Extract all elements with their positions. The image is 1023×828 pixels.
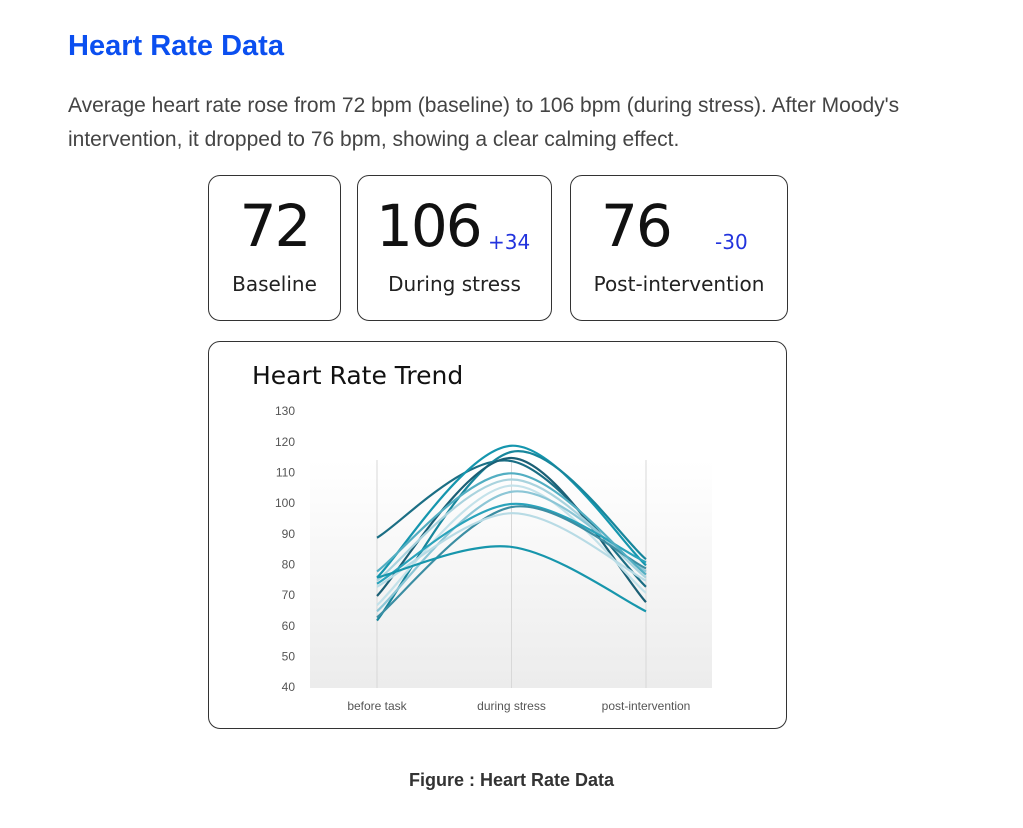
x-tick-label: before task xyxy=(347,699,407,713)
y-tick-label: 50 xyxy=(281,649,295,663)
heading: Heart Rate Data xyxy=(68,30,284,62)
stat-card: 106 +34 During stress xyxy=(357,175,552,321)
chart: Heart Rate Trend 40 50 60 70 80 90 100 110 120 13… xyxy=(252,361,712,713)
stat-delta: -30 xyxy=(715,230,748,254)
stat-delta: +34 xyxy=(488,230,531,254)
y-tick-label: 110 xyxy=(275,465,294,479)
stat-value: 72 xyxy=(239,192,312,260)
y-tick-label: 70 xyxy=(281,588,295,602)
series-line xyxy=(375,449,647,621)
series-line xyxy=(375,489,647,612)
x-tick-label: post-intervention xyxy=(601,699,690,713)
description: Average heart rate rose from 72 bpm (bas… xyxy=(68,94,900,151)
y-tick-label: 90 xyxy=(281,526,295,540)
chart-card: Heart Rate Trend 40 50 60 70 80 90 100 110 120 13… xyxy=(208,341,787,729)
series-line xyxy=(375,444,647,578)
series-line xyxy=(376,544,646,612)
stat-value: 106 xyxy=(376,192,483,260)
series-line xyxy=(375,458,647,588)
stat-card: 76 -30 Post-intervention xyxy=(570,175,788,321)
stat-label: Baseline xyxy=(232,272,317,296)
chart-title: Heart Rate Trend xyxy=(252,361,463,390)
y-tick-label: 40 xyxy=(281,680,295,694)
stat-label: Post-intervention xyxy=(593,272,765,296)
y-tick-label: 100 xyxy=(274,496,294,510)
series-line xyxy=(375,504,646,618)
x-tick-label: during stress xyxy=(477,699,546,713)
stat-label: During stress xyxy=(388,272,521,296)
y-tick-label: 80 xyxy=(281,557,295,571)
y-tick-label: 60 xyxy=(281,618,295,632)
series-line xyxy=(375,471,647,575)
caption: Figure : Heart Rate Data xyxy=(408,770,615,790)
y-tick-label: 130 xyxy=(274,404,294,418)
stat-card: 72 Baseline xyxy=(208,175,341,321)
stat-value: 76 xyxy=(601,192,673,260)
series-line xyxy=(375,511,646,588)
y-tick-label: 120 xyxy=(274,434,294,448)
